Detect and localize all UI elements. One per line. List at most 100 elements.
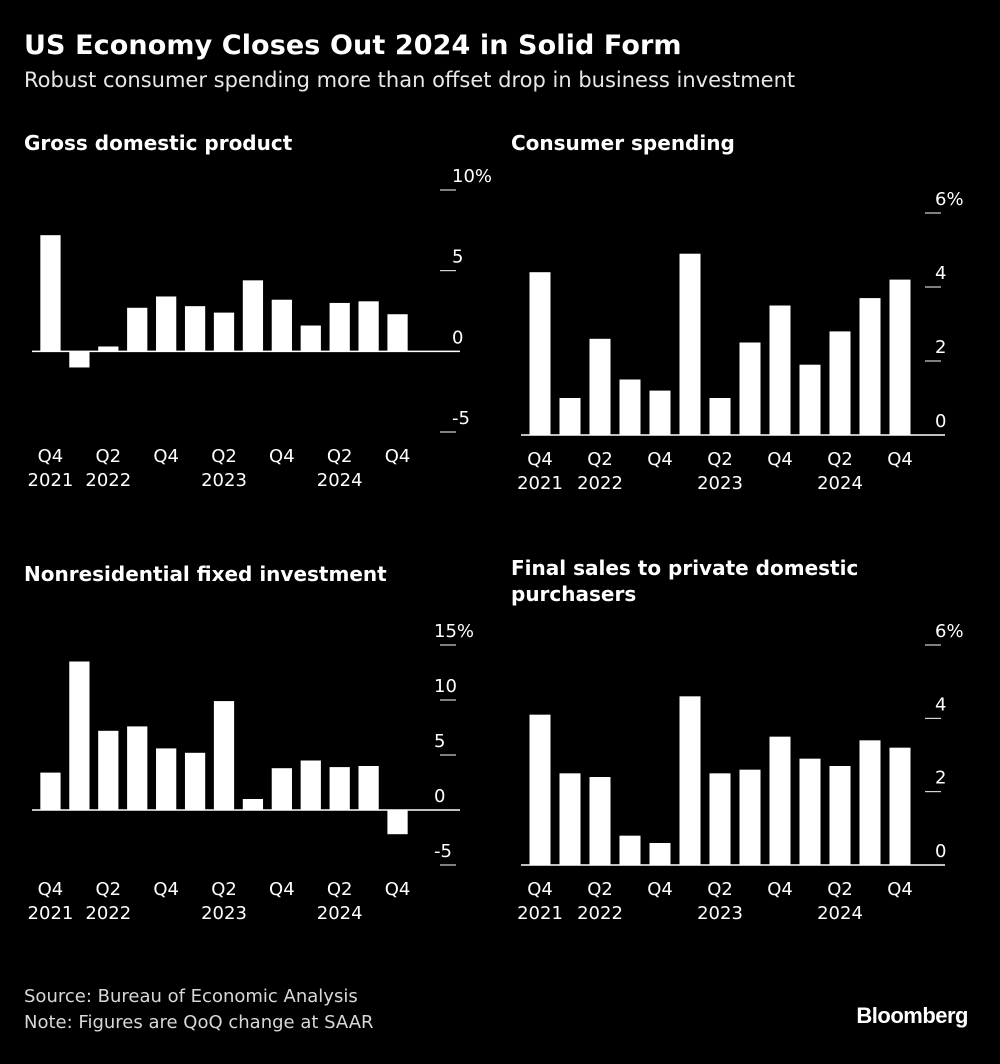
bar — [387, 810, 408, 835]
bar — [242, 280, 264, 352]
bar — [387, 314, 408, 352]
bar — [649, 843, 671, 865]
y-tick-label: 5 — [434, 731, 445, 752]
x-tick-year-label: 2023 — [201, 903, 247, 924]
final-sales-chart: 0 2 4 6% Q4 2021 Q2 2022 Q4 Q2 2023 Q4 Q2 2024 Q4 — [517, 621, 964, 924]
x-tick-label: Q4 — [38, 446, 64, 467]
panel-title-nonresidential-investment: Nonresidential fixed investment — [24, 562, 387, 586]
y-tick-label: 10% — [452, 166, 492, 187]
bar — [329, 767, 350, 810]
bloomberg-logo: Bloomberg — [856, 1003, 968, 1028]
x-tick-label: Q4 — [647, 449, 673, 470]
bar — [619, 379, 641, 435]
x-tick-year-label: 2022 — [577, 903, 623, 924]
y-tick-label: -5 — [434, 841, 452, 862]
bar — [589, 777, 611, 865]
x-tick-year-label: 2024 — [817, 903, 863, 924]
x-tick-year-label: 2024 — [817, 473, 863, 494]
x-tick-year-label: 2023 — [201, 470, 247, 491]
bar — [559, 398, 581, 435]
y-tick-label: 0 — [452, 327, 463, 348]
x-tick-year-label: 2021 — [28, 470, 74, 491]
bar — [69, 351, 90, 368]
panel-title-final-sales: Final sales to private domestic purchase… — [511, 556, 859, 606]
x-tick-year-label: 2022 — [577, 473, 623, 494]
x-tick-year-label: 2021 — [28, 903, 74, 924]
x-tick-year-label: 2021 — [517, 903, 563, 924]
bar — [329, 302, 350, 352]
bar — [559, 773, 581, 865]
x-tick-label: Q2 — [327, 446, 353, 467]
consumer-spending-chart: 0 2 4 6% Q4 2021 Q2 2022 Q4 Q2 2023 Q4 Q2 2024 Q4 — [517, 189, 964, 494]
x-tick-label: Q2 — [827, 449, 853, 470]
x-tick-label: Q4 — [269, 446, 295, 467]
bar — [184, 752, 206, 810]
y-tick-label: 15% — [434, 621, 474, 642]
x-tick-year-label: 2022 — [85, 903, 131, 924]
x-tick-label: Q4 — [527, 879, 553, 900]
bar — [709, 398, 731, 435]
x-tick-label: Q2 — [211, 446, 237, 467]
bar — [889, 747, 911, 865]
bar — [300, 325, 321, 352]
bar — [127, 307, 148, 352]
x-tick-label: Q4 — [153, 879, 179, 900]
x-tick-label: Q4 — [887, 449, 913, 470]
bar — [358, 766, 379, 810]
x-tick-label: Q2 — [95, 879, 121, 900]
bar — [242, 799, 264, 810]
bar — [589, 338, 611, 435]
bar — [529, 272, 551, 435]
chart-subtitle: Robust consumer spending more than offse… — [24, 68, 796, 92]
bar — [859, 740, 881, 865]
x-tick-label: Q2 — [211, 879, 237, 900]
x-tick-label: Q2 — [327, 879, 353, 900]
x-tick-year-label: 2022 — [85, 470, 131, 491]
bar — [98, 730, 119, 810]
x-tick-year-label: 2024 — [317, 470, 363, 491]
bar — [40, 235, 61, 352]
y-tick-label: 4 — [935, 263, 946, 284]
panel-title-gdp: Gross domestic product — [24, 131, 293, 155]
y-tick-label: 0 — [935, 411, 946, 432]
y-tick-label: 6% — [935, 621, 964, 642]
y-tick-label: 6% — [935, 189, 964, 210]
x-tick-year-label: 2023 — [697, 903, 743, 924]
bar — [709, 773, 731, 865]
x-tick-label: Q2 — [587, 449, 613, 470]
x-tick-label: Q4 — [767, 449, 793, 470]
bar — [271, 768, 292, 810]
x-tick-label: Q4 — [647, 879, 673, 900]
x-tick-label: Q2 — [587, 879, 613, 900]
y-tick-label: 0 — [434, 786, 445, 807]
bar — [739, 342, 761, 435]
x-tick-label: Q2 — [707, 879, 733, 900]
bar — [769, 305, 791, 435]
methodology-note: Note: Figures are QoQ change at SAAR — [24, 1012, 374, 1033]
bar — [889, 279, 911, 435]
x-tick-year-label: 2023 — [697, 473, 743, 494]
bar — [679, 696, 701, 865]
chart-title: US Economy Closes Out 2024 in Solid Form — [24, 30, 682, 61]
bar — [271, 299, 292, 352]
nonresidential-investment-chart: -5 0 5 10 15% Q4 2021 Q2 2022 Q4 Q2 2023 Q4 Q2 2024 Q4 — [28, 621, 474, 924]
y-tick-label: 2 — [935, 337, 946, 358]
x-tick-year-label: 2024 — [317, 903, 363, 924]
panel-title-consumer-spending: Consumer spending — [511, 131, 735, 155]
y-tick-label: 10 — [434, 676, 457, 697]
x-tick-label: Q4 — [153, 446, 179, 467]
bar — [358, 301, 379, 352]
x-tick-label: Q2 — [827, 879, 853, 900]
bar — [799, 758, 821, 865]
y-tick-label: 4 — [935, 694, 946, 715]
bar — [213, 312, 235, 352]
bar — [829, 331, 851, 435]
y-tick-label: 5 — [452, 247, 463, 268]
bar — [769, 736, 791, 865]
y-tick-label: 2 — [935, 768, 946, 789]
y-tick-label: -5 — [452, 408, 470, 429]
x-tick-label: Q4 — [385, 446, 411, 467]
x-tick-year-label: 2021 — [517, 473, 563, 494]
x-tick-label: Q4 — [385, 879, 411, 900]
bar — [679, 253, 701, 435]
